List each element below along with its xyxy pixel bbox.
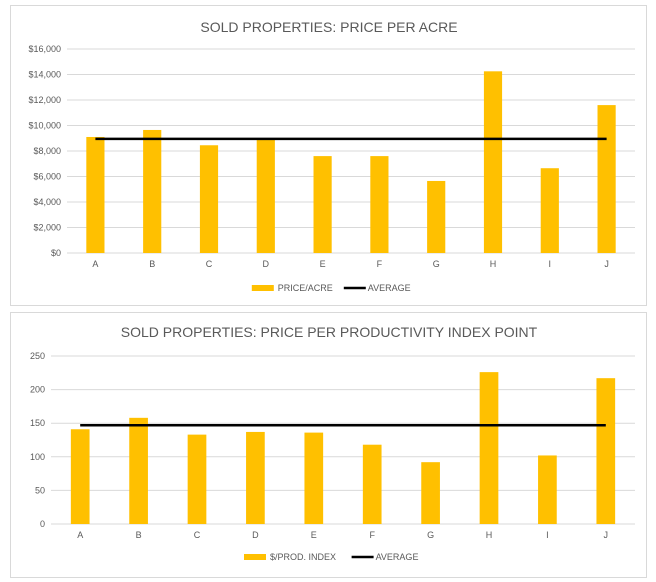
y-tick-label: 100 — [30, 452, 45, 462]
x-tick-label: I — [546, 530, 549, 540]
x-tick-label: B — [136, 530, 142, 540]
bar-c — [199, 145, 219, 253]
bar-f — [362, 444, 382, 524]
bar-e — [304, 432, 324, 524]
chart-title: SOLD PROPERTIES: PRICE PER ACRE — [200, 19, 457, 35]
x-tick-label: I — [549, 259, 552, 269]
y-tick-label: $0 — [51, 248, 61, 258]
y-tick-label: $16,000 — [28, 44, 61, 54]
y-tick-label: $4,000 — [33, 197, 61, 207]
x-tick-label: C — [194, 530, 201, 540]
price-per-acre-chart: SOLD PROPERTIES: PRICE PER ACRE $0 $2,000… — [10, 5, 647, 306]
bar-a — [70, 429, 90, 524]
x-tick-label: B — [149, 259, 155, 269]
bar-b — [143, 129, 162, 253]
bar-c — [187, 434, 207, 524]
legend-swatch-bar — [251, 285, 274, 291]
bar-d — [246, 431, 265, 524]
y-tick-label: $2,000 — [33, 223, 61, 233]
x-tick-label: E — [311, 530, 317, 540]
x-tick-label: A — [92, 259, 98, 269]
y-tick-label: 250 — [30, 351, 45, 361]
y-tick-label: 50 — [35, 485, 45, 495]
legend-label-bar: $/PROD. INDEX — [270, 552, 336, 562]
bar-d — [256, 138, 275, 253]
y-tick-label: $12,000 — [28, 95, 61, 105]
bar-b — [129, 417, 148, 524]
bar-e — [313, 156, 332, 253]
bar-i — [540, 168, 559, 253]
legend-label-bar: PRICE/ACRE — [278, 283, 333, 293]
bar-a — [86, 136, 105, 253]
y-tick-label: 0 — [40, 519, 45, 529]
price-per-productivity-chart: SOLD PROPERTIES: PRICE PER PRODUCTIVITY … — [10, 312, 647, 578]
legend-label-average: AVERAGE — [376, 552, 419, 562]
bar-g — [427, 180, 446, 253]
y-tick-label: 200 — [30, 385, 45, 395]
y-tick-label: $8,000 — [33, 146, 61, 156]
x-tick-label: F — [369, 530, 375, 540]
x-tick-label: D — [252, 530, 259, 540]
x-tick-label: H — [490, 259, 497, 269]
chart-title: SOLD PROPERTIES: PRICE PER PRODUCTIVITY … — [121, 324, 538, 340]
bar-j — [597, 105, 616, 253]
x-tick-label: A — [77, 530, 83, 540]
x-tick-label: J — [604, 530, 609, 540]
bar-h — [479, 372, 499, 524]
legend-label-average: AVERAGE — [368, 283, 411, 293]
bar-g — [421, 462, 440, 524]
price-per-acre-plot: SOLD PROPERTIES: PRICE PER ACRE $0 $2,000… — [28, 19, 635, 293]
y-tick-label: $14,000 — [28, 70, 61, 80]
x-tick-label: G — [433, 259, 440, 269]
legend-swatch-bar — [244, 554, 266, 560]
y-tick-label: $6,000 — [33, 172, 61, 182]
x-tick-label: F — [377, 259, 383, 269]
bar-f — [370, 156, 389, 253]
x-tick-label: C — [206, 259, 213, 269]
y-tick-label: 150 — [30, 418, 45, 428]
x-tick-label: D — [263, 259, 270, 269]
price-per-productivity-plot: SOLD PROPERTIES: PRICE PER PRODUCTIVITY … — [30, 324, 635, 562]
y-tick-label: $10,000 — [28, 121, 61, 131]
bar-i — [538, 455, 557, 524]
bar-j — [596, 378, 616, 524]
x-tick-label: E — [320, 259, 326, 269]
bar-h — [483, 71, 503, 253]
x-tick-label: G — [427, 530, 434, 540]
x-tick-label: H — [486, 530, 493, 540]
x-tick-label: J — [604, 259, 609, 269]
